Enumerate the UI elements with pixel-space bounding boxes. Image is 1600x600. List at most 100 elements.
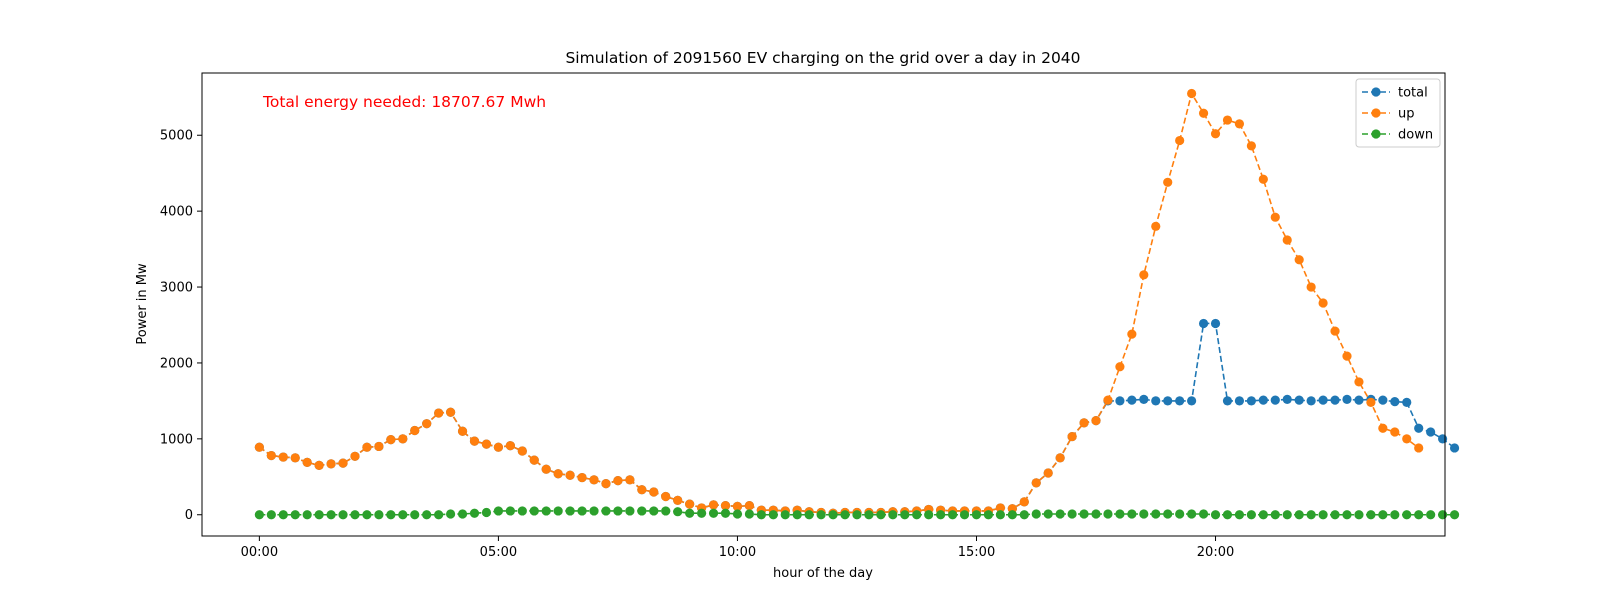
data-point-up-40 [732, 501, 743, 511]
data-point-down-70 [1091, 509, 1101, 519]
data-point-down-17 [457, 509, 468, 519]
legend-marker-total [1371, 87, 1381, 97]
x-tick-label-2: 10:00 [719, 545, 756, 560]
data-point-up-12 [398, 434, 408, 444]
data-point-up-97 [1414, 443, 1424, 453]
data-point-down-73 [1127, 509, 1137, 519]
data-point-up-83 [1246, 141, 1256, 151]
data-point-up-92 [1354, 377, 1364, 387]
data-point-down-68 [1067, 509, 1077, 519]
data-point-up-18 [469, 436, 480, 446]
data-point-up-69 [1079, 418, 1089, 428]
data-point-total-73 [1127, 395, 1137, 405]
data-point-down-49 [840, 510, 850, 520]
data-point-up-87 [1294, 255, 1304, 265]
legend: total up down [1355, 78, 1441, 148]
data-point-down-74 [1139, 509, 1149, 519]
data-point-up-16 [446, 407, 456, 417]
x-axis: 00:00 05:00 10:00 15:00 20:00 [241, 536, 1234, 560]
data-point-down-36 [685, 508, 695, 518]
data-point-down-11 [386, 510, 396, 520]
data-point-down-12 [398, 510, 408, 520]
data-point-total-94 [1378, 395, 1388, 405]
data-point-up-91 [1342, 351, 1352, 361]
data-point-up-82 [1234, 119, 1245, 129]
data-point-down-33 [649, 506, 659, 516]
data-point-down-62 [995, 510, 1005, 520]
data-point-down-1 [266, 510, 276, 520]
data-point-up-4 [302, 457, 312, 467]
data-point-down-14 [422, 510, 432, 520]
data-point-down-96 [1402, 510, 1412, 520]
data-point-up-62 [995, 503, 1005, 513]
data-point-up-26 [565, 470, 575, 480]
data-point-down-90 [1330, 510, 1340, 520]
data-point-down-21 [505, 506, 515, 516]
data-point-up-67 [1055, 453, 1065, 463]
data-point-down-9 [362, 510, 372, 520]
y-tick-label-1: 1000 [160, 432, 193, 447]
data-point-down-54 [900, 510, 910, 520]
data-point-down-72 [1115, 509, 1125, 519]
data-point-up-73 [1127, 329, 1137, 339]
data-point-down-92 [1354, 510, 1364, 520]
data-point-down-26 [565, 506, 575, 516]
data-point-up-31 [625, 475, 635, 485]
data-point-down-8 [350, 510, 360, 520]
data-point-down-51 [864, 510, 874, 520]
data-point-up-85 [1270, 212, 1280, 222]
plot-area [201, 72, 1460, 537]
data-point-down-77 [1175, 509, 1185, 519]
data-point-up-72 [1115, 362, 1125, 372]
legend-marker-down [1371, 129, 1381, 139]
data-point-up-19 [481, 439, 492, 449]
data-point-down-93 [1366, 510, 1376, 520]
x-tick-label-4: 20:00 [1197, 545, 1234, 560]
series-down [254, 506, 1460, 520]
data-point-down-38 [708, 508, 719, 518]
data-point-down-87 [1294, 510, 1304, 520]
data-point-total-85 [1270, 395, 1280, 405]
data-point-total-91 [1342, 394, 1352, 404]
data-point-total-79 [1198, 318, 1209, 329]
data-point-down-10 [374, 510, 384, 520]
y-tick-label-0: 0 [185, 508, 193, 523]
data-point-up-65 [1031, 478, 1041, 488]
data-point-total-72 [1115, 396, 1125, 406]
data-point-down-57 [936, 510, 946, 520]
data-point-up-17 [457, 426, 468, 436]
data-point-total-98 [1426, 427, 1436, 437]
data-point-up-34 [661, 491, 671, 502]
legend-item-up: up [1362, 107, 1415, 122]
data-point-down-43 [768, 510, 778, 520]
x-tick-label-1: 05:00 [480, 545, 517, 560]
data-point-total-84 [1258, 395, 1268, 405]
data-point-down-61 [983, 510, 994, 520]
data-point-down-30 [613, 506, 623, 516]
data-point-up-88 [1306, 282, 1316, 292]
data-point-up-0 [254, 442, 264, 452]
data-point-down-91 [1342, 510, 1352, 520]
legend-label-up: up [1398, 107, 1415, 122]
x-axis-label: hour of the day [773, 566, 873, 581]
data-point-down-2 [278, 510, 288, 520]
data-point-down-31 [625, 506, 635, 516]
data-point-up-95 [1390, 427, 1400, 437]
data-point-down-66 [1043, 509, 1053, 519]
data-point-up-10 [374, 441, 384, 452]
data-point-down-58 [947, 510, 958, 520]
data-point-down-63 [1007, 510, 1017, 520]
data-point-down-13 [410, 510, 420, 520]
data-point-down-46 [804, 510, 814, 520]
data-point-down-85 [1270, 510, 1280, 520]
y-tick-label-3: 3000 [160, 281, 193, 296]
data-point-total-75 [1151, 396, 1161, 406]
data-point-up-28 [589, 475, 599, 485]
data-point-up-2 [278, 452, 288, 462]
data-point-up-76 [1163, 177, 1173, 187]
data-point-up-68 [1067, 431, 1077, 442]
data-point-up-71 [1103, 395, 1113, 405]
data-point-down-86 [1282, 510, 1292, 520]
data-point-down-20 [493, 506, 504, 516]
